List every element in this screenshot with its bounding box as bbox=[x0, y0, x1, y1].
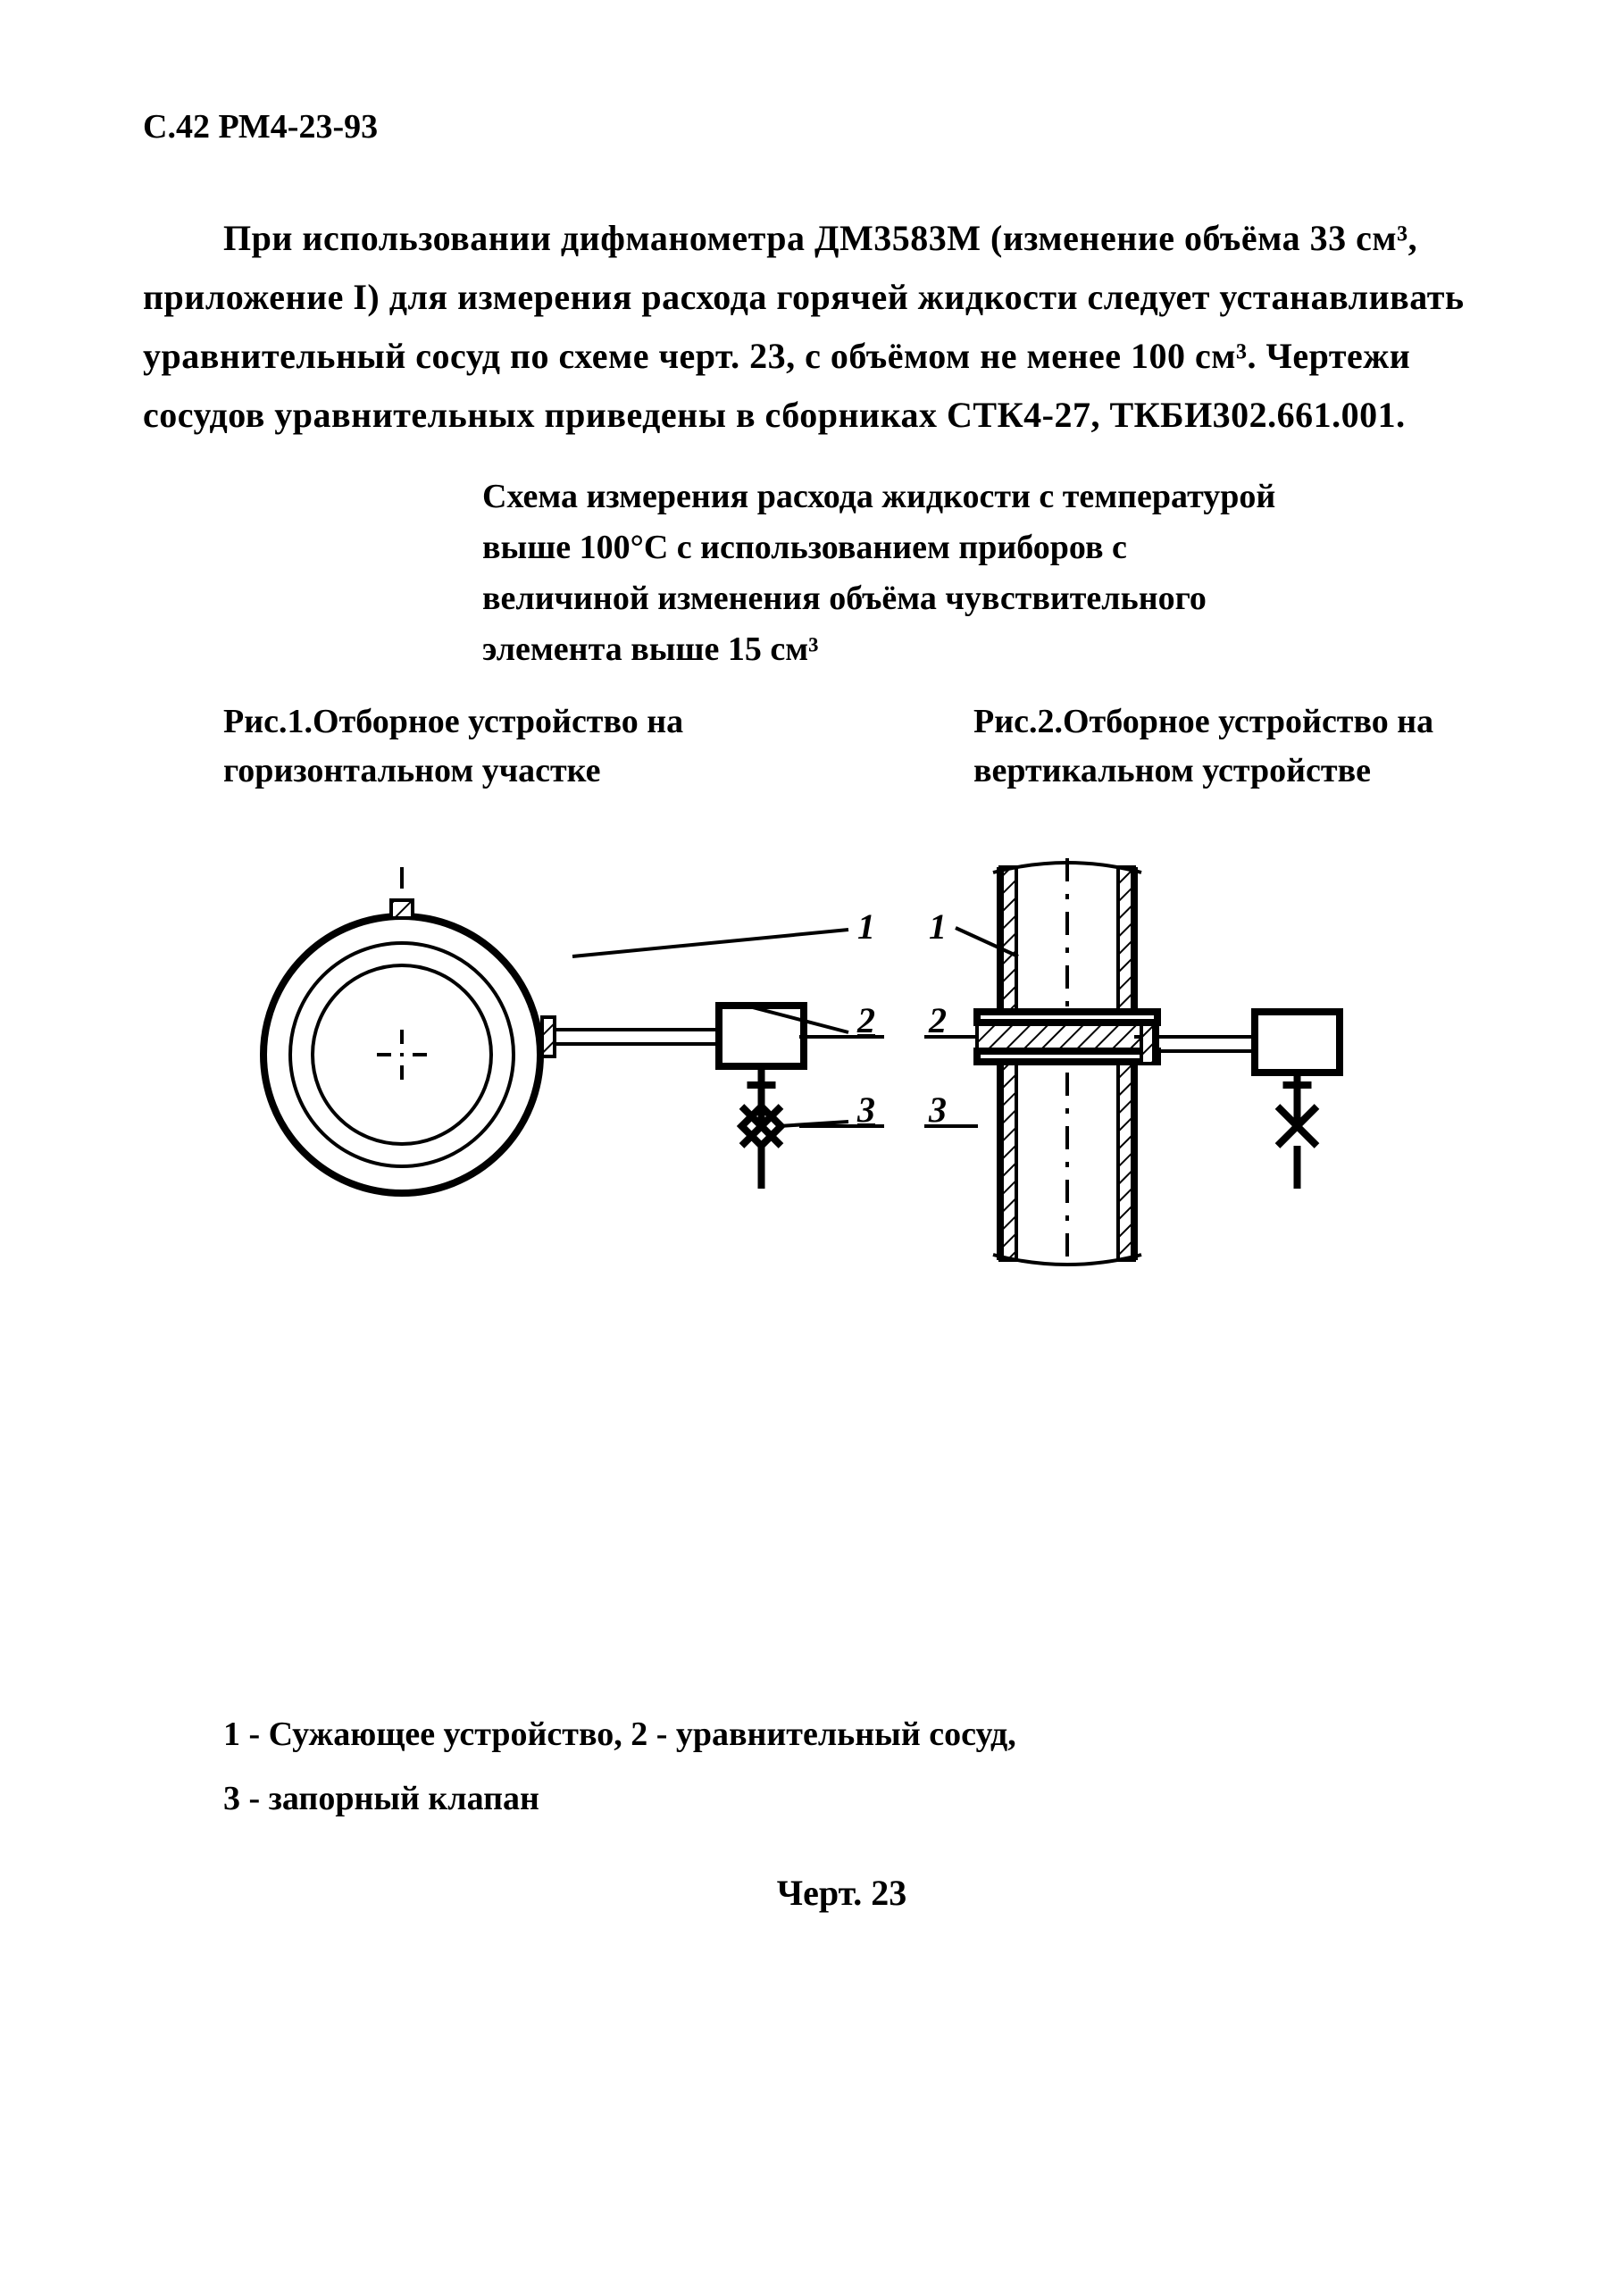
body-paragraph: При использовании дифманометра ДМ3583М (… bbox=[143, 209, 1469, 445]
svg-text:3: 3 bbox=[856, 1090, 875, 1130]
figure-number-label: Черт. 23 bbox=[214, 1872, 1469, 1914]
legend-line-2: 3 - запорный клапан bbox=[223, 1766, 1469, 1831]
technical-diagram: 1 2 3 1 2 3 bbox=[223, 858, 1429, 1269]
caption-right: Рис.2.Отборное устройство на вертикально… bbox=[973, 697, 1456, 796]
legend-block: 1 - Сужающее устройство, 2 - уравнительн… bbox=[223, 1702, 1469, 1831]
svg-text:1: 1 bbox=[857, 906, 875, 947]
svg-text:2: 2 bbox=[928, 1000, 947, 1040]
scheme-heading: Схема измерения расхода жидкости с темпе… bbox=[482, 472, 1286, 675]
page-header: С.42 РМ4-23-93 bbox=[143, 107, 1469, 146]
svg-text:3: 3 bbox=[928, 1090, 947, 1130]
figure-area: 1 2 3 1 2 3 bbox=[223, 858, 1469, 1273]
captions-row: Рис.1.Отборное устройство на горизонталь… bbox=[143, 697, 1469, 796]
svg-text:2: 2 bbox=[856, 1000, 875, 1040]
svg-text:1: 1 bbox=[929, 906, 947, 947]
caption-left: Рис.1.Отборное устройство на горизонталь… bbox=[223, 697, 706, 796]
legend-line-1: 1 - Сужающее устройство, 2 - уравнительн… bbox=[223, 1702, 1469, 1766]
